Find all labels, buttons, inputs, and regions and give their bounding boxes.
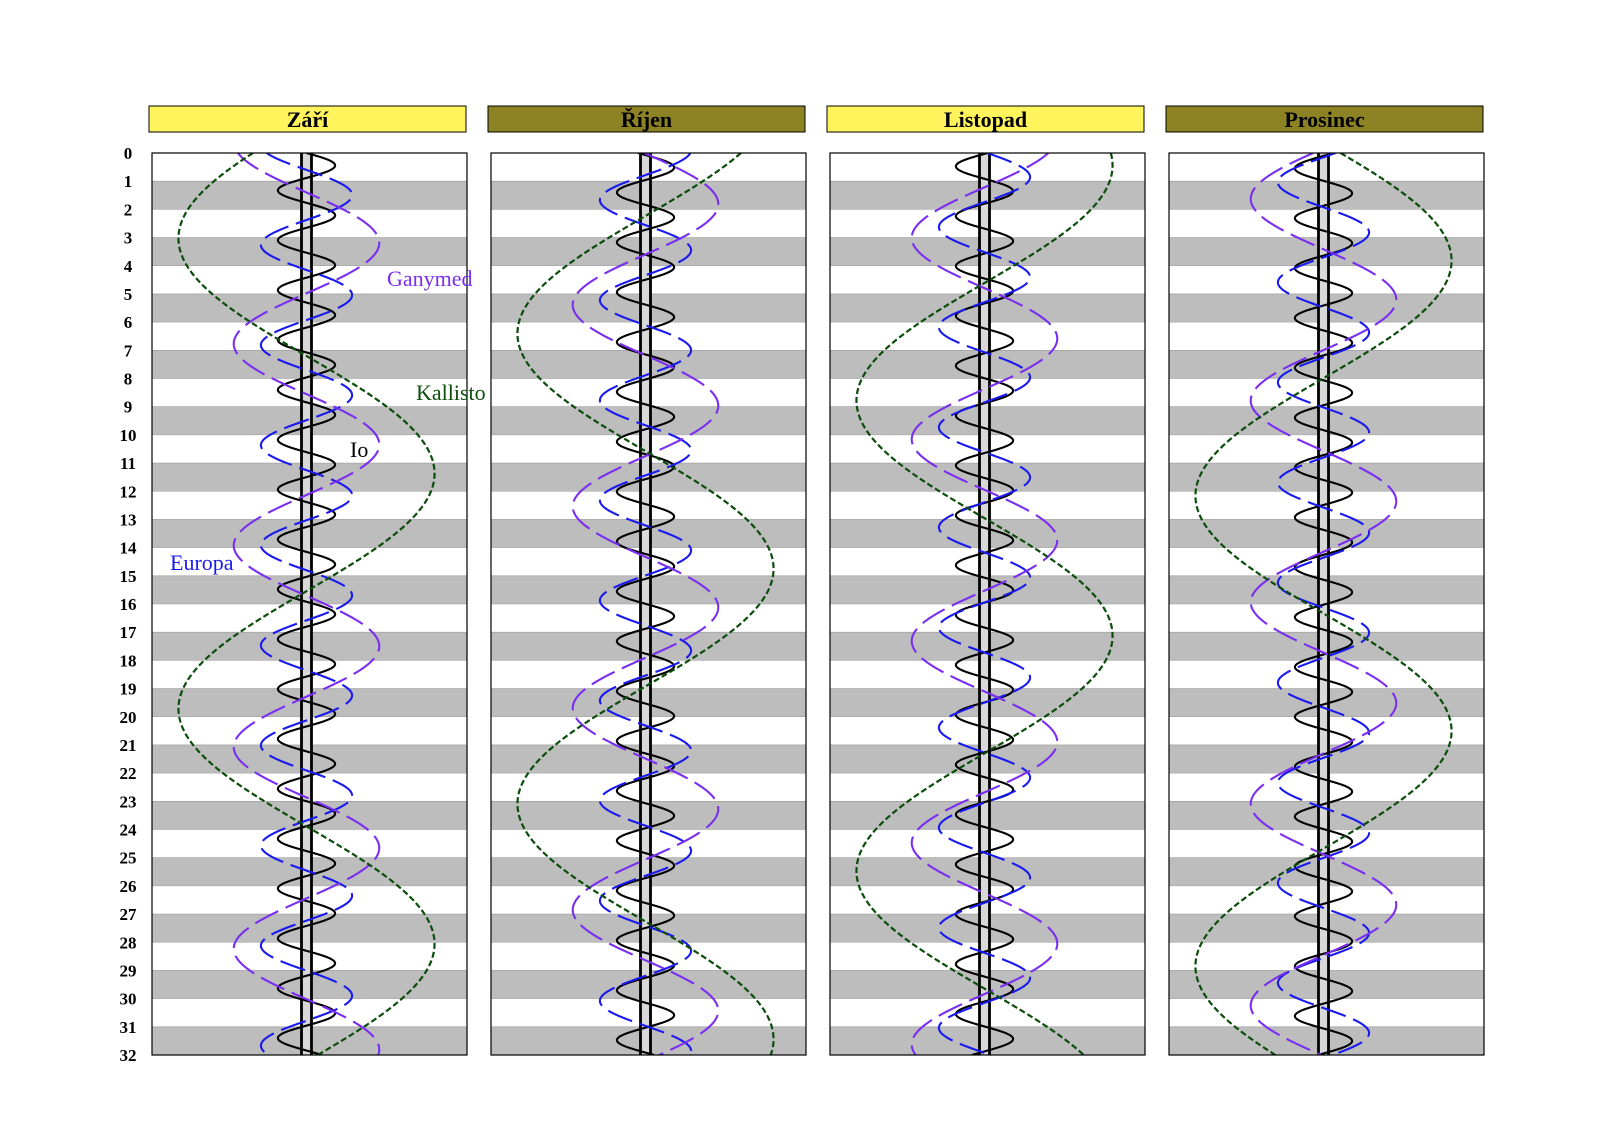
day-label: 25 xyxy=(120,849,137,868)
moon-curve-europa xyxy=(1276,153,1371,1055)
jupiter-band xyxy=(979,153,990,1055)
day-label: 22 xyxy=(120,764,137,783)
panel-border xyxy=(1168,152,1485,1056)
moon-curve-io xyxy=(1293,153,1354,1055)
month-panel: Prosinec xyxy=(1165,105,1485,1056)
month-header xyxy=(826,105,1145,133)
day-label: 3 xyxy=(124,229,133,248)
moon-curve-ganymed xyxy=(232,153,381,1055)
day-label: 23 xyxy=(120,792,137,811)
month-title: Říjen xyxy=(621,107,672,132)
moon-curve-kallisto xyxy=(1194,153,1453,1055)
day-label: 24 xyxy=(120,821,138,840)
month-header xyxy=(148,105,467,133)
day-label: 18 xyxy=(120,651,137,670)
label-ganymed: Ganymed xyxy=(387,266,473,291)
panel-border xyxy=(151,152,468,1056)
day-label: 2 xyxy=(124,200,133,219)
label-europa: Europa xyxy=(170,550,234,575)
moon-curve-ganymed xyxy=(910,153,1059,1055)
day-label: 6 xyxy=(124,313,133,332)
day-label: 9 xyxy=(124,398,133,417)
month-panel: Listopad xyxy=(826,105,1146,1056)
day-label: 32 xyxy=(120,1046,137,1065)
day-label: 12 xyxy=(120,482,137,501)
day-label: 17 xyxy=(120,623,138,642)
day-label: 26 xyxy=(120,877,137,896)
moon-curve-europa xyxy=(937,153,1032,1055)
moon-curve-ganymed xyxy=(1249,153,1398,1055)
moon-curve-io xyxy=(615,153,676,1055)
moon-curve-kallisto xyxy=(855,153,1114,1055)
jupiter-band xyxy=(301,153,312,1055)
day-label: 13 xyxy=(120,510,137,529)
month-title: Září xyxy=(287,107,329,132)
day-label: 4 xyxy=(124,257,133,276)
day-label: 16 xyxy=(120,595,137,614)
day-label: 10 xyxy=(120,426,137,445)
day-label: 27 xyxy=(120,905,138,924)
day-label: 0 xyxy=(124,144,133,163)
panel-border xyxy=(490,152,807,1056)
label-io: Io xyxy=(350,437,368,462)
day-label: 31 xyxy=(120,1018,137,1037)
label-kallisto: Kallisto xyxy=(416,380,486,405)
month-header xyxy=(487,105,806,133)
moon-curve-europa xyxy=(259,153,354,1055)
day-label: 30 xyxy=(120,990,137,1009)
month-panel: Říjen xyxy=(487,105,807,1056)
day-label: 20 xyxy=(120,708,137,727)
day-label: 19 xyxy=(120,680,137,699)
day-label: 14 xyxy=(120,539,138,558)
day-label: 8 xyxy=(124,370,133,389)
day-label: 15 xyxy=(120,567,137,586)
moon-labels: Ganymed Kallisto Io Europa xyxy=(170,266,486,575)
day-axis-labels: 0123456789101112131415161718192021222324… xyxy=(120,144,138,1065)
month-title: Prosinec xyxy=(1284,107,1364,132)
month-title: Listopad xyxy=(944,107,1027,132)
moon-curve-ganymed xyxy=(571,153,720,1055)
moon-curve-kallisto xyxy=(177,153,436,1055)
panel-border xyxy=(829,152,1146,1056)
month-panels: Září Říjen Listopad Prosinec xyxy=(148,105,1485,1056)
month-header xyxy=(1165,105,1484,133)
moon-curve-io xyxy=(276,153,337,1055)
day-label: 5 xyxy=(124,285,133,304)
day-label: 28 xyxy=(120,933,137,952)
day-label: 11 xyxy=(120,454,136,473)
moon-curve-europa xyxy=(598,153,693,1055)
day-label: 1 xyxy=(124,172,133,191)
day-label: 29 xyxy=(120,961,137,980)
day-label: 7 xyxy=(124,341,133,360)
moon-curve-kallisto xyxy=(516,153,775,1055)
month-panel: Září xyxy=(148,105,468,1056)
day-label: 21 xyxy=(120,736,137,755)
